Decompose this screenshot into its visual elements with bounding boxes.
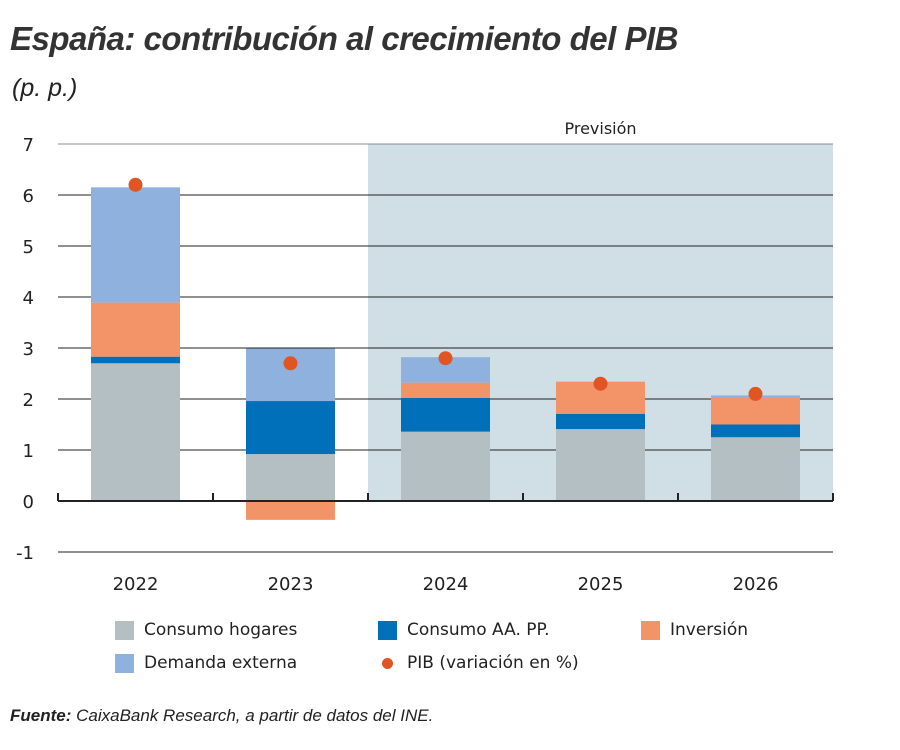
legend-label: Consumo AA. PP. [407, 620, 550, 640]
chart-title: España: contribución al crecimiento del … [10, 20, 679, 57]
pib-point [128, 177, 143, 192]
x-tick-label: 2025 [578, 574, 624, 595]
pib-point [283, 356, 298, 371]
y-tick-label: 5 [23, 237, 34, 258]
x-tick-label: 2026 [733, 574, 779, 595]
y-tick-label: -1 [16, 543, 34, 564]
bar-segment-inversi-n [91, 302, 180, 357]
y-tick-label: 2 [23, 390, 34, 411]
x-tick-label: 2024 [423, 574, 469, 595]
legend-item-consumo-aapp: Consumo AA. PP. [378, 620, 550, 640]
y-tick-label: 6 [23, 186, 34, 207]
legend-label: Demanda externa [144, 653, 298, 673]
legend-item-inversion: Inversión [641, 620, 748, 640]
bar-segment-consumo-hogares [711, 437, 800, 501]
bar-segment-inversi-n [246, 501, 335, 520]
legend-dot [382, 657, 393, 669]
bar-segment-inversi-n [711, 397, 800, 425]
y-tick-label: 4 [23, 288, 34, 309]
pib-point [593, 376, 608, 391]
bar-segment-inversi-n [401, 382, 490, 398]
source-text: CaixaBank Research, a partir de datos de… [71, 706, 434, 725]
bar-segment-consumo-aa-pp- [91, 356, 180, 364]
legend-item-demanda-externa: Demanda externa [115, 653, 297, 673]
legend-swatch [378, 620, 397, 640]
source-note: Fuente: CaixaBank Research, a partir de … [10, 706, 433, 726]
legend-item-pib: PIB (variación en %) [378, 653, 579, 673]
chart-subtitle: (p. p.) [12, 74, 78, 102]
x-tick-label: 2023 [268, 574, 314, 595]
pib-point [438, 351, 453, 366]
legend-swatch [115, 653, 134, 673]
y-tick-label: 1 [23, 441, 34, 462]
legend-item-consumo-hogares: Consumo hogares [115, 620, 297, 640]
bar-segment-consumo-hogares [556, 429, 645, 501]
bar-segment-consumo-aa-pp- [711, 424, 800, 438]
bar-segment-consumo-aa-pp- [246, 401, 335, 455]
pib-point [748, 386, 763, 401]
y-tick-label: 7 [23, 135, 34, 156]
bar-segment-consumo-aa-pp- [556, 413, 645, 430]
bar-segment-consumo-aa-pp- [401, 397, 490, 432]
legend-swatch [115, 620, 134, 640]
x-tick-label: 2022 [113, 574, 159, 595]
bar-segment-consumo-hogares [246, 454, 335, 501]
legend-label: PIB (variación en %) [407, 653, 579, 673]
legend-label: Inversión [670, 620, 749, 640]
y-tick-label: 3 [23, 339, 34, 360]
bar-segment-consumo-hogares [401, 431, 490, 501]
y-tick-label: 0 [23, 492, 34, 513]
bar-segment-demanda-externa [91, 187, 180, 303]
forecast-label: Previsión [564, 119, 636, 138]
source-label: Fuente: [10, 706, 72, 725]
legend-swatch [641, 620, 660, 640]
legend-label: Consumo hogares [144, 620, 298, 640]
bar-segment-consumo-hogares [91, 363, 180, 501]
